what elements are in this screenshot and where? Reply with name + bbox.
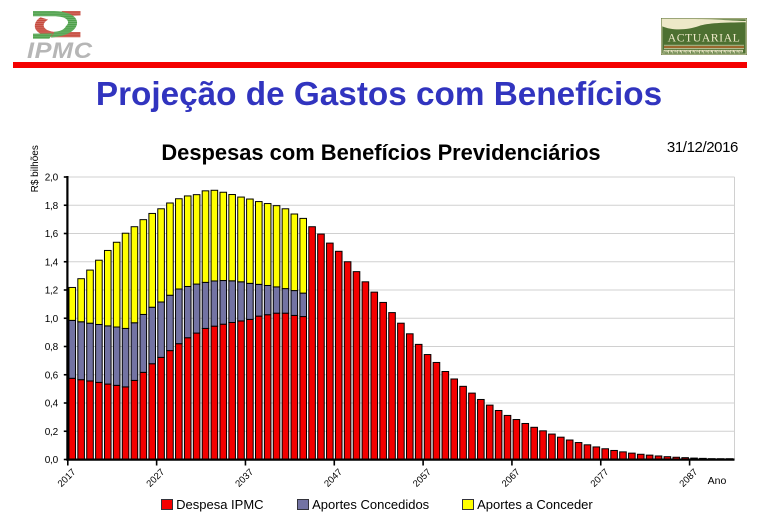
svg-text:2037: 2037 [233, 467, 256, 490]
svg-text:0,8: 0,8 [45, 342, 59, 353]
svg-text:1,0: 1,0 [45, 314, 59, 325]
svg-text:1,2: 1,2 [45, 286, 59, 297]
svg-text:1,8: 1,8 [45, 201, 59, 212]
svg-text:0,0: 0,0 [45, 455, 59, 466]
svg-text:2027: 2027 [145, 467, 168, 490]
svg-text:1,4: 1,4 [45, 257, 59, 268]
svg-text:2067: 2067 [500, 467, 523, 490]
svg-text:2,0: 2,0 [45, 173, 59, 184]
svg-text:2077: 2077 [589, 467, 612, 490]
svg-text:0,2: 0,2 [45, 427, 59, 438]
svg-text:Ano: Ano [708, 475, 727, 487]
svg-text:0,6: 0,6 [45, 370, 59, 381]
svg-text:ACTUARIAL: ACTUARIAL [668, 31, 741, 45]
svg-text:2057: 2057 [411, 467, 434, 490]
svg-text:2047: 2047 [322, 467, 345, 490]
svg-text:1,6: 1,6 [45, 229, 59, 240]
svg-text:2087: 2087 [677, 467, 700, 490]
svg-text:0,4: 0,4 [45, 399, 59, 410]
svg-text:R$ bilhões: R$ bilhões [30, 145, 41, 192]
svg-text:2017: 2017 [56, 467, 79, 490]
